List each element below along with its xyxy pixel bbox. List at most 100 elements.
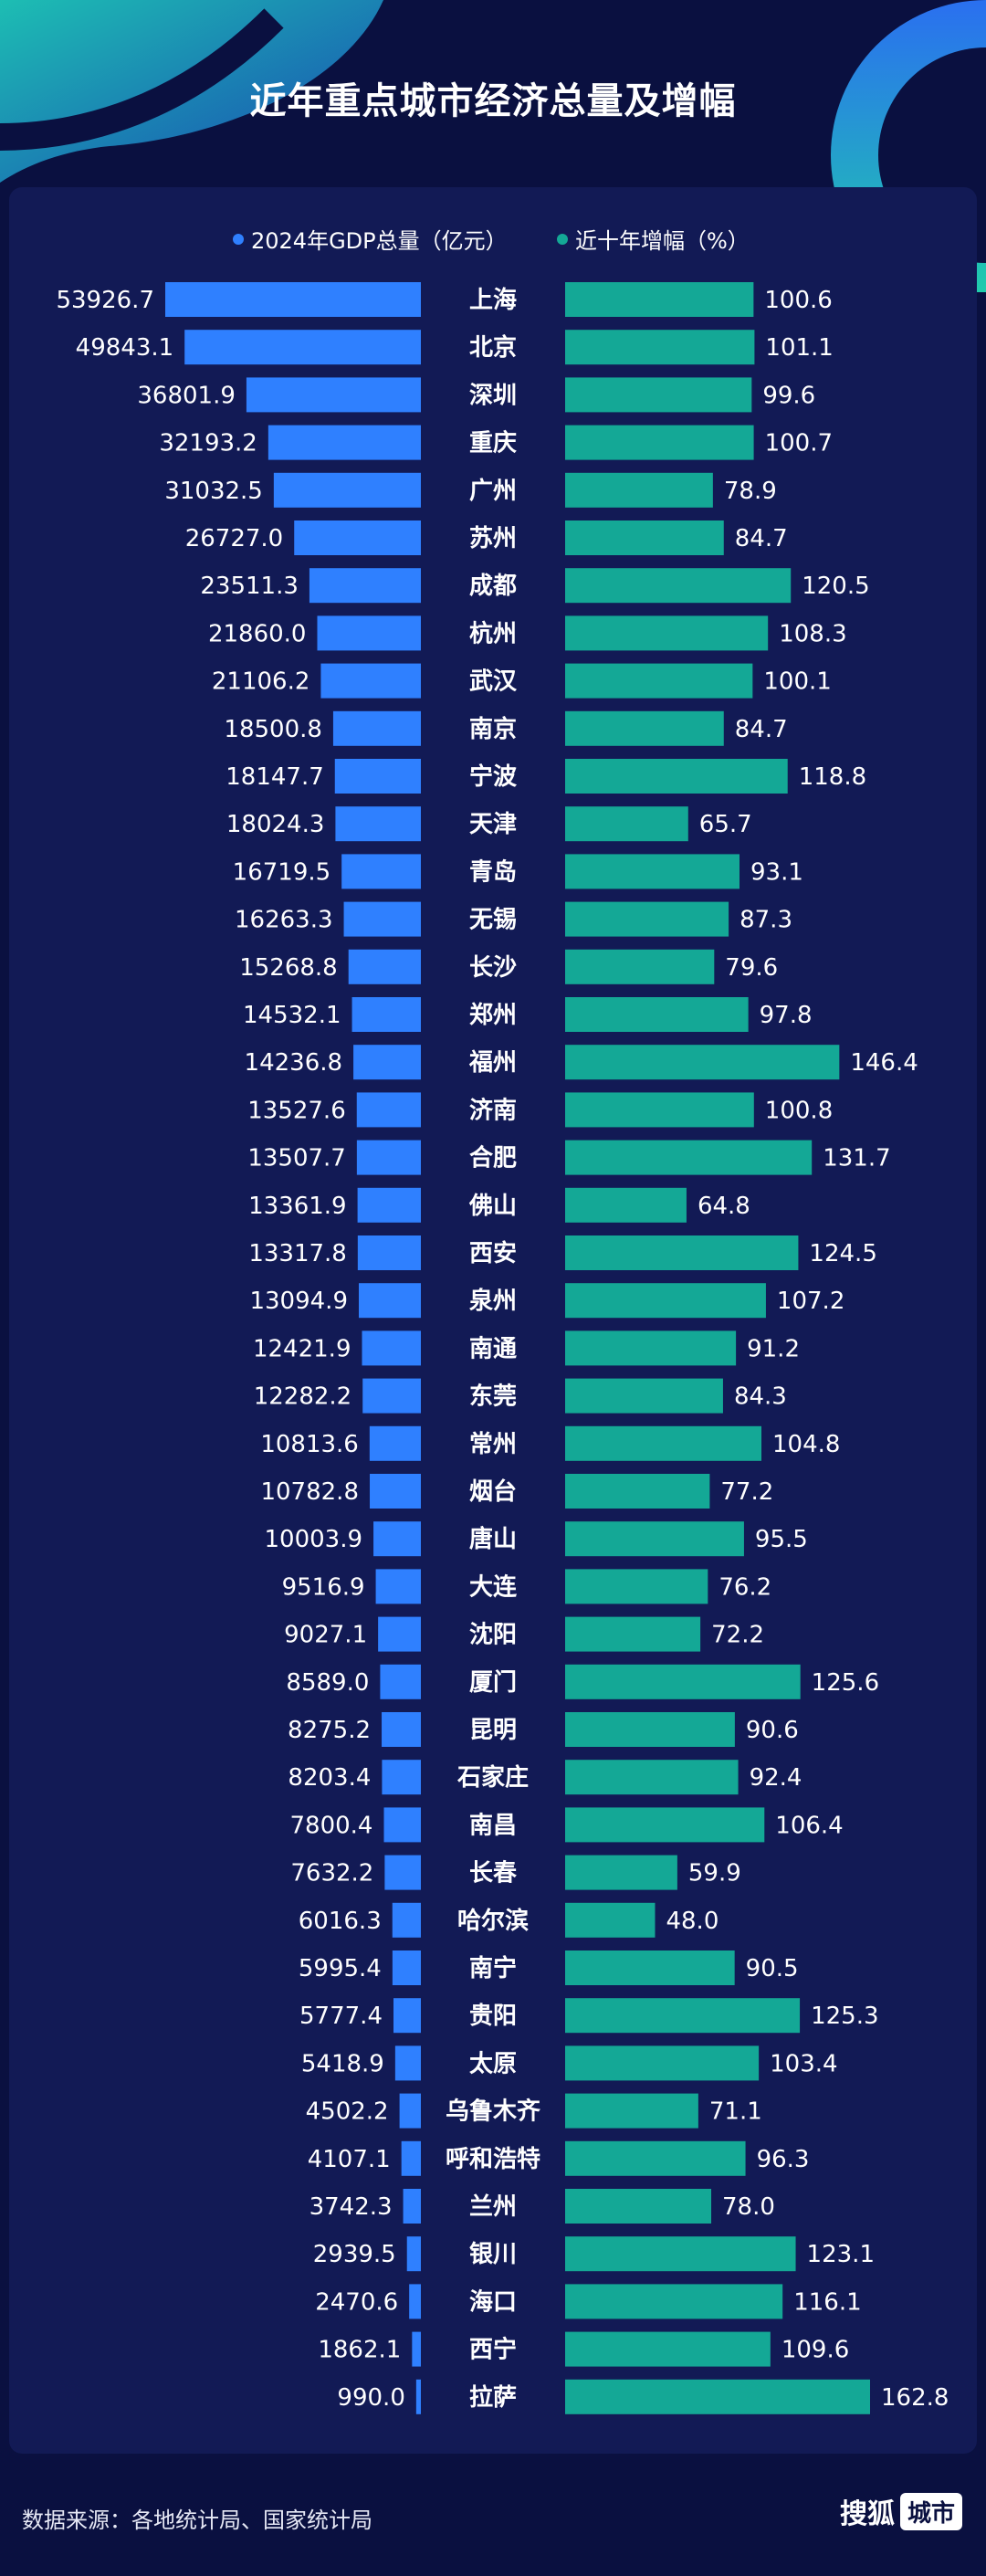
- gdp-value-label: 16719.5: [233, 858, 331, 886]
- logo-text: 搜狐: [839, 2498, 895, 2530]
- growth-bar: [565, 1045, 840, 1080]
- gdp-bar: [382, 1760, 421, 1795]
- growth-value-label: 71.1: [709, 2098, 762, 2126]
- city-label: 广州: [469, 478, 517, 505]
- gdp-value-label: 16263.3: [235, 907, 333, 934]
- city-label: 长沙: [469, 954, 517, 982]
- gdp-value-label: 5418.9: [301, 2050, 384, 2077]
- growth-value-label: 59.9: [688, 1860, 741, 1887]
- growth-bar: [565, 1425, 762, 1461]
- growth-value-label: 118.8: [799, 763, 866, 791]
- gdp-value-label: 8275.2: [288, 1717, 371, 1744]
- city-label: 南昌: [469, 1812, 517, 1839]
- growth-value-label: 90.6: [746, 1717, 799, 1744]
- gdp-value-label: 13094.9: [249, 1288, 348, 1315]
- growth-bar: [565, 1521, 744, 1557]
- gdp-bar: [375, 1569, 421, 1604]
- city-label: 泉州: [469, 1287, 517, 1315]
- growth-bar: [565, 1092, 754, 1128]
- growth-bar: [565, 2093, 698, 2129]
- growth-bar: [565, 330, 755, 365]
- growth-bar: [565, 520, 724, 555]
- city-label: 贵阳: [469, 2003, 517, 2030]
- growth-bar: [565, 759, 788, 794]
- gdp-bar: [184, 330, 421, 365]
- city-label: 武汉: [469, 668, 518, 696]
- growth-value-label: 100.8: [765, 1097, 833, 1124]
- sohu-city-logo: 搜狐 城市: [840, 2491, 962, 2531]
- gdp-value-label: 18500.8: [224, 716, 322, 743]
- gdp-value-label: 9516.9: [282, 1573, 365, 1601]
- gdp-value-label: 1862.1: [318, 2337, 401, 2364]
- city-label: 福州: [468, 1049, 517, 1077]
- city-label: 昆明: [469, 1717, 517, 1744]
- growth-value-label: 162.8: [881, 2384, 949, 2412]
- growth-value-label: 124.5: [809, 1240, 876, 1267]
- gdp-bar: [378, 1616, 421, 1652]
- city-label: 西宁: [469, 2336, 517, 2364]
- gdp-value-label: 4502.2: [306, 2098, 389, 2126]
- growth-bar: [565, 2045, 760, 2081]
- growth-value-label: 120.5: [802, 573, 869, 600]
- growth-value-label: 108.3: [779, 620, 846, 647]
- gdp-bar: [399, 2093, 421, 2129]
- gdp-bar: [412, 2331, 421, 2367]
- legend-label-growth: 近十年增幅（%）: [575, 228, 750, 254]
- growth-bar: [565, 2284, 783, 2319]
- growth-bar: [565, 1807, 765, 1843]
- city-label: 宁波: [469, 762, 518, 791]
- growth-bar: [565, 1902, 656, 1938]
- page-title: 近年重点城市经济总量及增幅: [249, 80, 737, 122]
- city-label: 石家庄: [456, 1763, 529, 1792]
- gdp-bar: [362, 1378, 421, 1414]
- gdp-value-label: 10782.8: [260, 1478, 359, 1506]
- growth-bar: [565, 710, 724, 746]
- gdp-value-label: 14236.8: [245, 1049, 343, 1077]
- growth-value-label: 92.4: [750, 1764, 802, 1792]
- growth-bar: [565, 997, 749, 1032]
- gdp-bar: [332, 710, 421, 746]
- gdp-bar: [334, 759, 421, 794]
- gdp-value-label: 8589.0: [286, 1669, 369, 1697]
- gdp-bar: [373, 1521, 421, 1557]
- gdp-value-label: 3742.3: [309, 2193, 393, 2221]
- growth-bar: [565, 568, 792, 604]
- growth-bar: [565, 1616, 701, 1652]
- growth-value-label: 100.6: [764, 287, 832, 314]
- growth-value-label: 123.1: [807, 2241, 875, 2268]
- gdp-value-label: 6016.3: [299, 1908, 382, 1935]
- gdp-value-label: 12421.9: [253, 1335, 351, 1362]
- gdp-value-label: 13527.6: [247, 1097, 346, 1124]
- gdp-value-label: 13507.7: [247, 1145, 346, 1172]
- gdp-bar: [356, 1092, 421, 1128]
- growth-bar: [565, 2379, 870, 2414]
- growth-value-label: 96.3: [757, 2146, 810, 2173]
- gdp-bar: [359, 1283, 421, 1319]
- growth-bar: [565, 1283, 766, 1319]
- gdp-bar: [357, 1235, 421, 1270]
- gdp-bar: [383, 1807, 421, 1843]
- city-label: 银川: [469, 2241, 517, 2268]
- gdp-bar: [394, 2045, 421, 2081]
- gdp-value-label: 53926.7: [56, 287, 154, 314]
- gdp-value-label: 5995.4: [299, 1955, 382, 1982]
- growth-bar: [565, 1855, 677, 1890]
- city-label: 济南: [469, 1097, 517, 1124]
- gdp-bar: [382, 1712, 421, 1747]
- growth-value-label: 104.8: [772, 1431, 840, 1458]
- gdp-bar: [309, 568, 421, 604]
- city-label: 唐山: [469, 1525, 517, 1553]
- gdp-bar: [357, 1187, 421, 1223]
- growth-value-label: 72.2: [711, 1622, 764, 1649]
- city-label: 合肥: [469, 1144, 517, 1172]
- growth-bar: [565, 1712, 735, 1747]
- growth-bar: [565, 1187, 687, 1223]
- gdp-bar: [403, 2189, 421, 2224]
- city-label: 常州: [469, 1431, 517, 1458]
- legend-item-gdp: 2024年GDP总量（亿元）: [233, 223, 508, 255]
- growth-bar: [565, 1998, 801, 2034]
- gdp-value-label: 990.0: [337, 2384, 404, 2412]
- gdp-value-label: 13317.8: [248, 1240, 347, 1267]
- gdp-bar: [165, 282, 421, 317]
- growth-bar: [565, 1474, 710, 1509]
